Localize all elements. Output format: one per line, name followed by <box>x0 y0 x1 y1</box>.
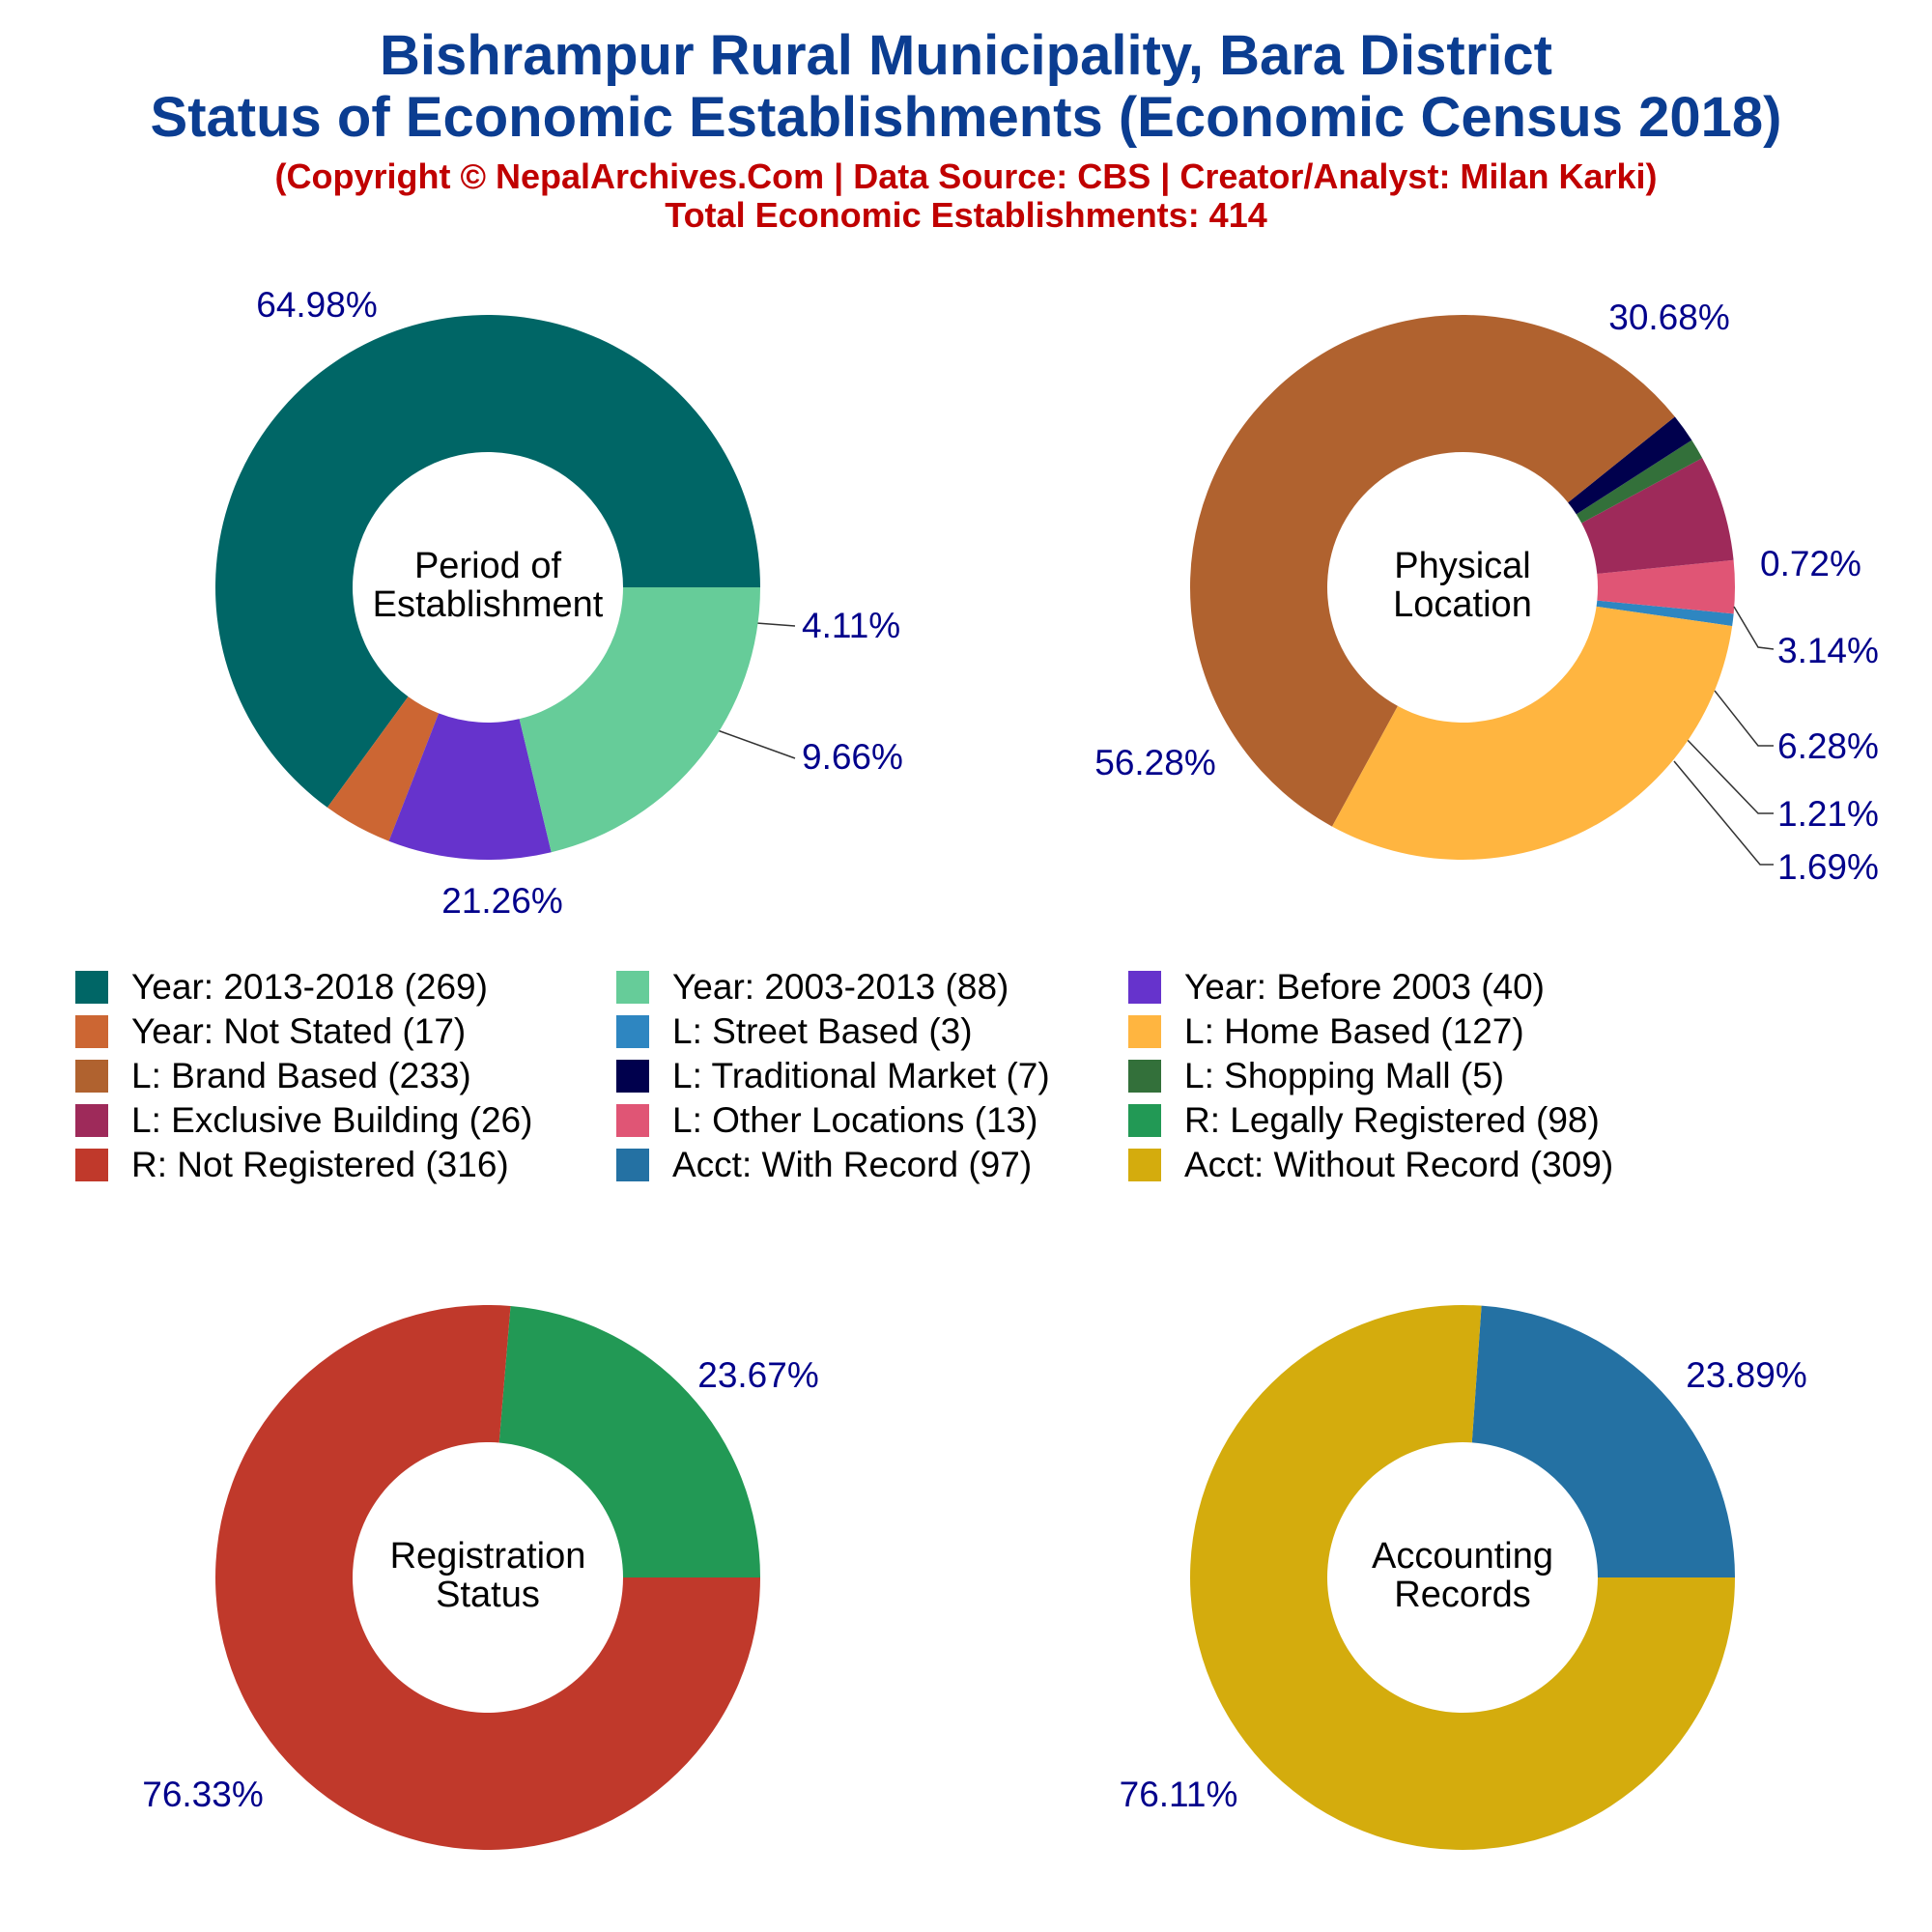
slice-4-2 <box>1190 1305 1735 1850</box>
percent-label-1-2: 4.11% <box>802 606 900 645</box>
percent-label-2-3: 6.28% <box>1777 726 1879 766</box>
legend-item: R: Not Registered (316) <box>75 1144 509 1186</box>
legend-item: L: Shopping Mall (5) <box>1128 1055 1504 1097</box>
slice-2-7 <box>1331 606 1733 860</box>
center-label-3-line-1: Registration <box>390 1536 586 1577</box>
percent-label-3-1: 23.67% <box>697 1355 819 1395</box>
legend-label: R: Not Registered (316) <box>131 1145 509 1184</box>
legend-swatch <box>616 1060 649 1093</box>
legend-item: Acct: Without Record (309) <box>1128 1144 1613 1186</box>
legend-swatch <box>1128 1104 1161 1137</box>
percent-label-2-6: 56.28% <box>1094 743 1216 782</box>
legend-swatch <box>616 1015 649 1048</box>
legend-label: L: Street Based (3) <box>672 1011 973 1051</box>
percent-label-2-4: 1.21% <box>1777 794 1879 834</box>
percent-label-1-3: 9.66% <box>802 737 903 777</box>
percent-label-2-2: 3.14% <box>1777 631 1879 670</box>
leader-line-1-2 <box>755 622 796 627</box>
legend-swatch <box>1128 1060 1161 1093</box>
legend-label: Year: Before 2003 (40) <box>1184 967 1545 1007</box>
slice-3-1 <box>498 1305 760 1577</box>
leader-line-1-3 <box>714 728 796 759</box>
donut-chart-1: 64.98% 4.11% 9.66% 21.26% Period ofEstablish… <box>214 285 903 921</box>
slice-1-3 <box>388 713 552 860</box>
legend-item: Acct: With Record (97) <box>616 1144 1032 1186</box>
legend-swatch <box>616 1104 649 1137</box>
slice-1-2 <box>327 696 440 841</box>
legend-swatch <box>1128 1149 1161 1181</box>
legend-label: Year: 2003-2013 (88) <box>672 967 1009 1007</box>
legend-item: Year: Before 2003 (40) <box>1128 966 1545 1009</box>
percent-label-1-1: 64.98% <box>256 285 378 325</box>
percent-label-2-1: 0.72% <box>1760 544 1861 583</box>
leader-line-2-2 <box>1733 606 1775 650</box>
leader-line-2-4 <box>1683 735 1774 814</box>
slice-2-1 <box>1596 600 1734 627</box>
leader-line-2-5 <box>1673 760 1774 866</box>
percent-label-3-2: 76.33% <box>142 1775 264 1814</box>
slice-1-4 <box>519 587 760 853</box>
legend-label: Acct: With Record (97) <box>672 1145 1033 1184</box>
legend-item: L: Brand Based (233) <box>75 1055 471 1097</box>
percent-label-2-5: 1.69% <box>1777 847 1879 887</box>
center-label-4-line-1: Accounting <box>1372 1536 1553 1577</box>
legend-label: L: Other Locations (13) <box>672 1100 1038 1140</box>
legend-swatch <box>75 971 108 1004</box>
center-label-2-line-2: Location <box>1393 584 1532 625</box>
legend-swatch <box>1128 1015 1161 1048</box>
center-label-1-line-2: Establishment <box>373 584 604 625</box>
percent-label-1-4: 21.26% <box>441 881 563 921</box>
slice-4-1 <box>1471 1305 1735 1577</box>
legend-label: L: Shopping Mall (5) <box>1184 1056 1505 1095</box>
legend-swatch <box>75 1149 108 1181</box>
legend-label: L: Exclusive Building (26) <box>131 1100 533 1140</box>
leader-line-2-3 <box>1714 690 1774 747</box>
center-label-4-line-2: Records <box>1394 1575 1531 1615</box>
legend-item: Year: Not Stated (17) <box>75 1010 466 1053</box>
chart-title-line-2: Status of Economic Establishments (Econo… <box>150 86 1782 149</box>
percent-label-2-7: 30.68% <box>1608 298 1730 337</box>
legend-label: L: Traditional Market (7) <box>672 1056 1050 1095</box>
slice-2-4 <box>1576 440 1703 524</box>
legend-label: R: Legally Registered (98) <box>1184 1100 1600 1140</box>
legend-label: Year: 2013-2018 (269) <box>131 967 488 1007</box>
legend-swatch <box>616 1149 649 1181</box>
total-establishments: Total Economic Establishments: 414 <box>665 195 1267 235</box>
legend-item: R: Legally Registered (98) <box>1128 1099 1600 1142</box>
percent-label-4-2: 76.11% <box>1120 1775 1238 1814</box>
slice-1-1 <box>214 314 761 808</box>
center-label-3-line-2: Status <box>436 1575 540 1615</box>
legend-item: L: Traditional Market (7) <box>616 1055 1050 1097</box>
legend-item: Year: 2003-2013 (88) <box>616 966 1009 1009</box>
center-label-2-line-1: Physical <box>1394 546 1531 586</box>
legend-item: L: Other Locations (13) <box>616 1099 1037 1142</box>
legend-item: L: Street Based (3) <box>616 1010 973 1053</box>
legend-item: L: Exclusive Building (26) <box>75 1099 532 1142</box>
percent-label-4-1: 23.89% <box>1686 1355 1807 1395</box>
legend-swatch <box>1128 971 1161 1004</box>
center-label-1-line-1: Period of <box>414 546 562 586</box>
slice-2-6 <box>1189 314 1675 827</box>
legend-item: L: Home Based (127) <box>1128 1010 1524 1053</box>
legend-swatch <box>75 1015 108 1048</box>
slice-2-5 <box>1568 416 1692 515</box>
legend-swatch <box>75 1104 108 1137</box>
slice-2-3 <box>1581 458 1734 574</box>
legend-item: Year: 2013-2018 (269) <box>75 966 488 1009</box>
chart-title-line-1: Bishrampur Rural Municipality, Bara Dist… <box>380 24 1552 87</box>
copyright-line: (Copyright © NepalArchives.Com | Data So… <box>274 156 1658 196</box>
legend-swatch <box>75 1060 108 1093</box>
legend-label: L: Brand Based (233) <box>131 1056 471 1095</box>
slice-3-2 <box>214 1304 760 1850</box>
legend-swatch <box>616 971 649 1004</box>
legend-label: Year: Not Stated (17) <box>131 1011 467 1051</box>
legend-label: Acct: Without Record (309) <box>1184 1145 1614 1184</box>
legend-label: L: Home Based (127) <box>1184 1011 1524 1051</box>
donut-chart-2: 0.72% 3.14% 6.28% 1.21% 1.69% 56.28% 30.68% Phy… <box>1094 298 1879 887</box>
slice-2-2 <box>1597 559 1736 614</box>
